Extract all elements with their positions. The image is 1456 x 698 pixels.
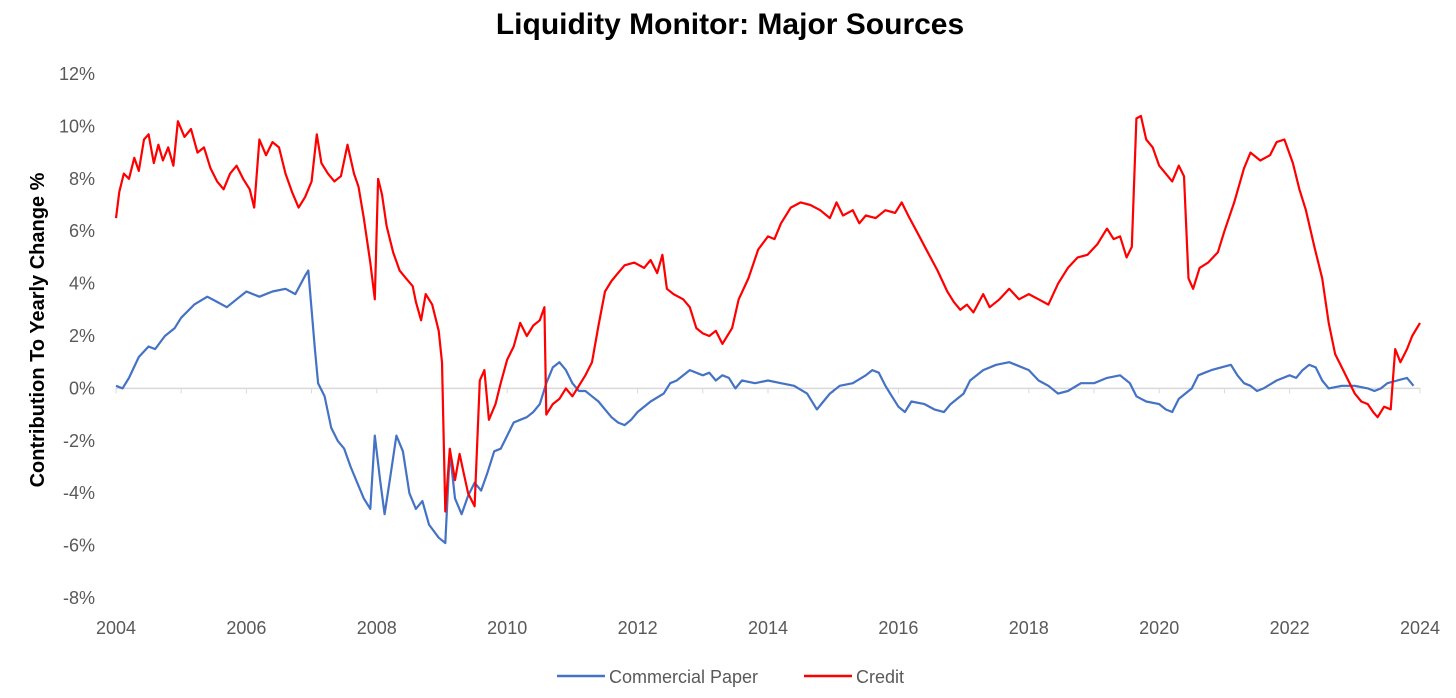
x-tick-label: 2012 (618, 618, 658, 638)
y-tick-label: 0% (69, 378, 95, 398)
legend: Commercial Paper Credit (557, 667, 904, 687)
y-tick-label: 10% (59, 116, 95, 136)
y-axis-label: Contribution To Yearly Change % (27, 172, 49, 487)
x-tick-label: 2008 (357, 618, 397, 638)
x-tick-label: 2022 (1270, 618, 1310, 638)
legend-label-credit: Credit (856, 667, 904, 687)
x-tick-label: 2024 (1400, 618, 1440, 638)
y-tick-label: 2% (69, 326, 95, 346)
y-tick-label: 4% (69, 274, 95, 294)
x-tick-label: 2016 (878, 618, 918, 638)
x-tick-label: 2004 (96, 618, 136, 638)
y-tick-label: -6% (63, 536, 95, 556)
y-tick-label: 8% (69, 169, 95, 189)
y-tick-label: 12% (59, 64, 95, 84)
x-tick-label: 2010 (487, 618, 527, 638)
legend-item-credit: Credit (804, 667, 904, 687)
y-tick-label: -4% (63, 483, 95, 503)
y-tick-label: 6% (69, 221, 95, 241)
x-tick-label: 2018 (1009, 618, 1049, 638)
chart-title: Liquidity Monitor: Major Sources (496, 8, 964, 41)
x-tick-label: 2020 (1139, 618, 1179, 638)
x-tick-label: 2006 (226, 618, 266, 638)
series-lines (114, 114, 1421, 545)
legend-label-commercial-paper: Commercial Paper (609, 667, 758, 687)
x-axis-ticks: 2004 2006 2008 2010 2012 2014 2016 2018 2020 2022… (96, 388, 1440, 638)
series-line-commercial-paper (115, 269, 1415, 545)
y-tick-label: -8% (63, 588, 95, 608)
series-line-credit (114, 114, 1421, 513)
legend-item-commercial-paper: Commercial Paper (557, 667, 758, 687)
x-tick-label: 2014 (748, 618, 788, 638)
y-axis-ticks: 12% 10% 8% 6% 4% 2% 0% -2% -4% -6% -8% (59, 64, 95, 608)
y-tick-label: -2% (63, 431, 95, 451)
